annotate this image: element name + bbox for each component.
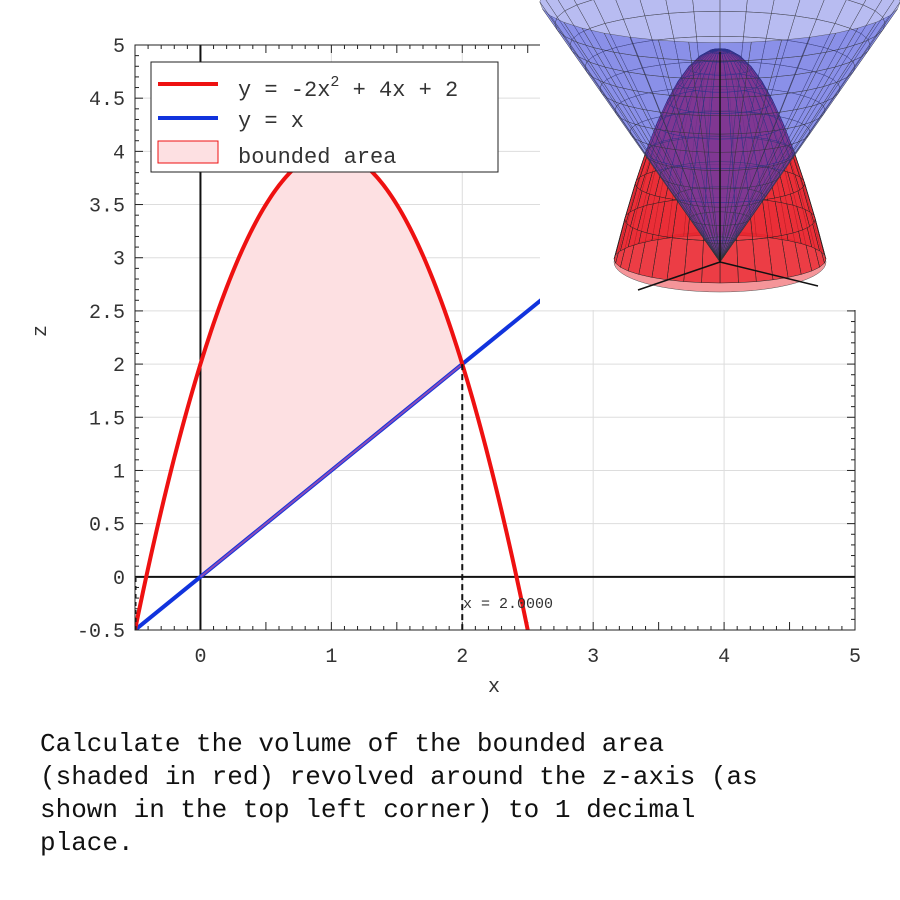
cone-facet (719, 151, 736, 171)
y-axis-label: z (30, 325, 53, 337)
y-tick-label: 0 (113, 568, 125, 591)
cone-facet (539, 0, 558, 24)
y-tick-label: 2.5 (89, 302, 125, 325)
chart: 0 1 2 3 4 5 -0.5 0 0.5 1 1.5 2 2.5 3 3.5 4 4.5 5 y = -2x2… (30, 0, 900, 699)
cone-facet (748, 40, 782, 61)
legend-label-area: bounded area (238, 145, 396, 170)
cone-facet (698, 115, 721, 135)
tick-labels: 0 1 2 3 4 5 -0.5 0 0.5 1 1.5 2 2.5 3 3.5 4 4.5 5 (77, 36, 861, 669)
legend-swatch-area (157, 140, 219, 164)
y-tick-label: 0.5 (89, 515, 125, 538)
inset-axes (637, 52, 819, 291)
cone-facet (573, 0, 593, 6)
y-tick-label: 1.5 (89, 408, 125, 431)
x-tick-label: 3 (587, 646, 599, 669)
cone-facet (719, 11, 747, 37)
y-tick-label: -0.5 (77, 621, 125, 644)
cone-facet (719, 96, 744, 116)
cone-facet (615, 0, 646, 20)
cone-facet (639, 0, 669, 16)
cone-facet (665, 0, 695, 14)
paraboloid-facet (736, 239, 757, 283)
cone-facet (701, 133, 721, 153)
intersection-label: x = 2.0000 (463, 596, 553, 613)
cone-facet (719, 78, 747, 98)
inset-x-axis (637, 261, 721, 291)
cone-facet (719, 41, 752, 62)
paraboloid-facet (719, 48, 732, 52)
cone-facet (794, 0, 825, 20)
cone-facet (847, 0, 867, 6)
cone-facet (593, 0, 624, 24)
cone-facet (816, 0, 847, 24)
cone-surface (539, 0, 900, 263)
legend: y = -2x2 + 4x + 2 y = x bounded area (150, 61, 499, 173)
cone-facet (874, 0, 895, 18)
inset-y-axis (719, 261, 819, 287)
cone-facet (745, 58, 777, 79)
x-tick-label: 2 (456, 646, 468, 669)
y-tick-label: 4.5 (89, 89, 125, 112)
cone-facet (545, 0, 566, 18)
question-text: Calculate the volume of the bounded area… (40, 729, 758, 858)
cone-facet (696, 96, 721, 116)
y-tick-label: 3.5 (89, 196, 125, 219)
cone-facet (771, 0, 801, 16)
boundary-overlap (199, 363, 463, 578)
y-tick-label: 4 (113, 142, 125, 165)
cone-facet (658, 40, 692, 61)
cone-facet (882, 0, 900, 24)
legend-label-parabola: y = -2x2 + 4x + 2 (238, 74, 458, 103)
cone-facet (576, 0, 606, 29)
cone-facet (688, 41, 721, 62)
cone-facet (719, 60, 749, 80)
intersection-marker (135, 364, 464, 630)
x-tick-label: 1 (325, 646, 337, 669)
legend-label-line: y = x (238, 109, 304, 134)
cone-facet (693, 78, 721, 98)
cone-facet (719, 133, 739, 153)
y-tick-label: 3 (113, 249, 125, 272)
plot-frame (134, 44, 856, 631)
x-tick-label: 5 (849, 646, 861, 669)
x-tick-label: 0 (194, 646, 206, 669)
cone-facet (691, 60, 721, 80)
bounded-area-layer (200, 151, 463, 577)
cone-facet (719, 115, 742, 135)
cone-facet (862, 0, 883, 12)
bounded-area (200, 151, 463, 577)
cone-facet (745, 0, 775, 14)
cone-facet (719, 0, 748, 12)
cone-facet (693, 11, 721, 37)
x-axis-label: x (488, 676, 500, 699)
cone-facet (692, 0, 721, 12)
y-tick-label: 1 (113, 461, 125, 484)
y-tick-label: 5 (113, 36, 125, 59)
x-tick-label: 4 (718, 646, 730, 669)
cone-facet (557, 0, 578, 12)
solid-of-revolution-inset (539, 0, 900, 310)
y-tick-label: 2 (113, 355, 125, 378)
